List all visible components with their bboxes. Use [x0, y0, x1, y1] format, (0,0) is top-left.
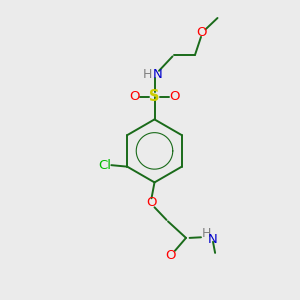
Text: Cl: Cl — [98, 159, 111, 172]
Text: O: O — [170, 90, 180, 104]
Text: O: O — [129, 90, 139, 104]
Text: N: N — [153, 68, 163, 81]
Text: O: O — [146, 196, 157, 209]
Text: H: H — [142, 68, 152, 81]
Text: O: O — [196, 26, 206, 39]
Text: H: H — [201, 226, 211, 240]
Text: S: S — [149, 89, 160, 104]
Text: O: O — [165, 249, 176, 262]
Text: N: N — [208, 233, 218, 246]
